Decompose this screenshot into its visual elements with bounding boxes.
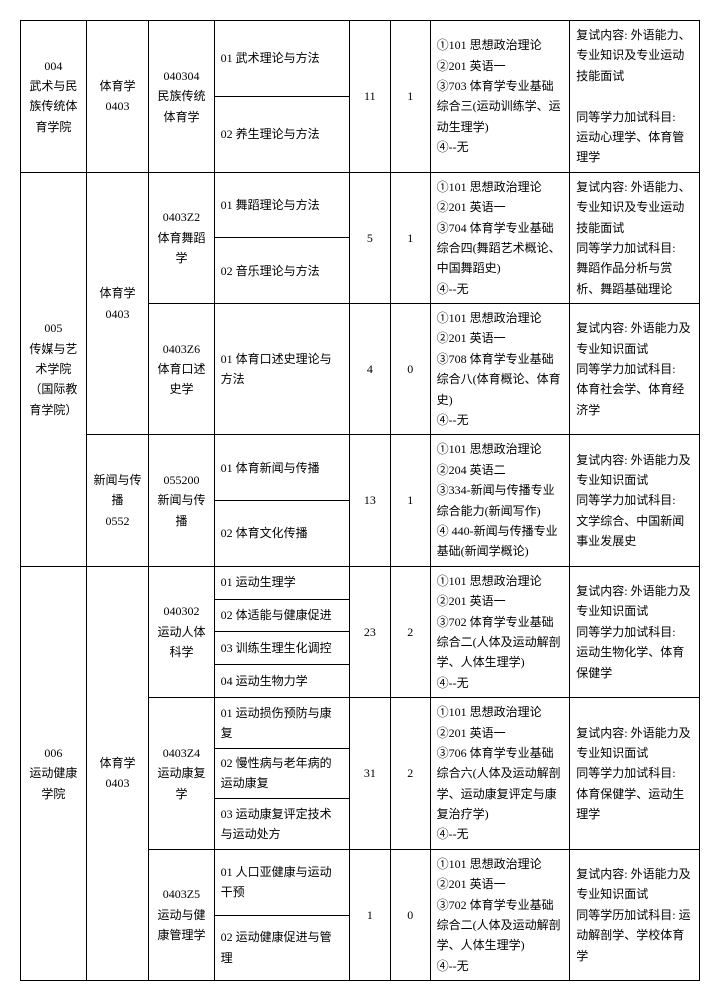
major-cell: 0403Z6体育口述史学 bbox=[149, 304, 214, 435]
exam-cell: ①101 思想政治理论②201 英语一③706 体育学专业基础综合六(人体及运动… bbox=[430, 698, 570, 850]
exam-cell: ①101 思想政治理论②201 英语一③703 体育学专业基础综合三(运动训练学… bbox=[430, 21, 570, 173]
retest-cell: 复试内容: 外语能力、专业知识及专业运动技能面试 同等学力加试科目:运动心理学、… bbox=[570, 21, 700, 173]
school-cell: 004武术与民族传统体育学院 bbox=[21, 21, 87, 173]
retest-cell: 复试内容: 外语能力及专业知识面试同等学力加试科目:体育保健学、运动生理学 bbox=[570, 698, 700, 850]
major-cell: 0403Z5运动与健康管理学 bbox=[149, 849, 214, 980]
quota2-cell: 1 bbox=[390, 21, 430, 173]
direction-cell: 02 体适能与健康促进 bbox=[214, 599, 349, 632]
exam-cell: ①101 思想政治理论②201 英语一③702 体育学专业基础综合二(人体及运动… bbox=[430, 566, 570, 697]
direction-cell: 02 体育文化传播 bbox=[214, 501, 349, 567]
school-cell: 005传媒与艺术学院（国际教育学院） bbox=[21, 172, 87, 566]
direction-cell: 01 体育新闻与传播 bbox=[214, 435, 349, 501]
direction-cell: 04 运动生物力学 bbox=[214, 665, 349, 698]
school-cell: 006运动健康学院 bbox=[21, 566, 87, 980]
category-cell: 体育学0403 bbox=[86, 172, 149, 435]
major-cell: 0403Z2体育舞蹈学 bbox=[149, 172, 214, 303]
major-cell: 040302运动人体科学 bbox=[149, 566, 214, 697]
quota1-cell: 13 bbox=[349, 435, 390, 566]
retest-cell: 复试内容: 外语能力及专业知识面试同等学历加试科目: 运动解剖学、学校体育学 bbox=[570, 849, 700, 980]
direction-cell: 01 武术理论与方法 bbox=[214, 21, 349, 97]
direction-cell: 01 人口亚健康与运动干预 bbox=[214, 849, 349, 915]
quota2-cell: 2 bbox=[390, 698, 430, 850]
category-cell: 体育学0403 bbox=[86, 21, 149, 173]
table-row: 新闻与传播0552 055200新闻与传播 01 体育新闻与传播 13 1 ①1… bbox=[21, 435, 700, 501]
retest-cell: 复试内容: 外语能力及专业知识面试同等学力加试科目:文学综合、中国新闻事业发展史 bbox=[570, 435, 700, 566]
direction-cell: 02 音乐理论与方法 bbox=[214, 238, 349, 304]
retest-cell: 复试内容: 外语能力及专业知识面试同等学力加试科目:体育社会学、体育经济学 bbox=[570, 304, 700, 435]
admissions-table: 004武术与民族传统体育学院 体育学0403 040304民族传统体育学 01 … bbox=[20, 20, 700, 981]
direction-cell: 02 养生理论与方法 bbox=[214, 96, 349, 172]
table-row: 006运动健康学院 体育学0403 040302运动人体科学 01 运动生理学 … bbox=[21, 566, 700, 599]
exam-cell: ①101 思想政治理论②201 英语一③704 体育学专业基础综合四(舞蹈艺术概… bbox=[430, 172, 570, 303]
quota1-cell: 11 bbox=[349, 21, 390, 173]
direction-cell: 03 训练生理生化调控 bbox=[214, 632, 349, 665]
quota1-cell: 4 bbox=[349, 304, 390, 435]
quota2-cell: 1 bbox=[390, 435, 430, 566]
quota1-cell: 5 bbox=[349, 172, 390, 303]
major-cell: 040304民族传统体育学 bbox=[149, 21, 214, 173]
table-row: 004武术与民族传统体育学院 体育学0403 040304民族传统体育学 01 … bbox=[21, 21, 700, 97]
retest-cell: 复试内容: 外语能力及专业知识面试同等学力加试科目:运动生物化学、体育保健学 bbox=[570, 566, 700, 697]
category-cell: 新闻与传播0552 bbox=[86, 435, 149, 566]
exam-cell: ①101 思想政治理论②204 英语二③334-新闻与传播专业综合能力(新闻写作… bbox=[430, 435, 570, 566]
quota1-cell: 23 bbox=[349, 566, 390, 697]
direction-cell: 01 舞蹈理论与方法 bbox=[214, 172, 349, 238]
direction-cell: 03 运动康复评定技术与运动处方 bbox=[214, 799, 349, 850]
direction-cell: 01 运动损伤预防与康复 bbox=[214, 698, 349, 749]
major-cell: 0403Z4运动康复学 bbox=[149, 698, 214, 850]
quota1-cell: 31 bbox=[349, 698, 390, 850]
quota1-cell: 1 bbox=[349, 849, 390, 980]
direction-cell: 02 慢性病与老年病的运动康复 bbox=[214, 748, 349, 799]
exam-cell: ①101 思想政治理论②201 英语一③708 体育学专业基础综合八(体育概论、… bbox=[430, 304, 570, 435]
quota2-cell: 0 bbox=[390, 304, 430, 435]
quota2-cell: 2 bbox=[390, 566, 430, 697]
quota2-cell: 1 bbox=[390, 172, 430, 303]
direction-cell: 02 运动健康促进与管理 bbox=[214, 915, 349, 981]
category-cell: 体育学0403 bbox=[86, 566, 149, 980]
retest-cell: 复试内容: 外语能力、专业知识及专业运动技能面试同等学力加试科目:舞蹈作品分析与… bbox=[570, 172, 700, 303]
direction-cell: 01 体育口述史理论与方法 bbox=[214, 304, 349, 435]
table-row: 005传媒与艺术学院（国际教育学院） 体育学0403 0403Z2体育舞蹈学 0… bbox=[21, 172, 700, 238]
direction-cell: 01 运动生理学 bbox=[214, 566, 349, 599]
exam-cell: ①101 思想政治理论②201 英语一③702 体育学专业基础综合二(人体及运动… bbox=[430, 849, 570, 980]
quota2-cell: 0 bbox=[390, 849, 430, 980]
major-cell: 055200新闻与传播 bbox=[149, 435, 214, 566]
